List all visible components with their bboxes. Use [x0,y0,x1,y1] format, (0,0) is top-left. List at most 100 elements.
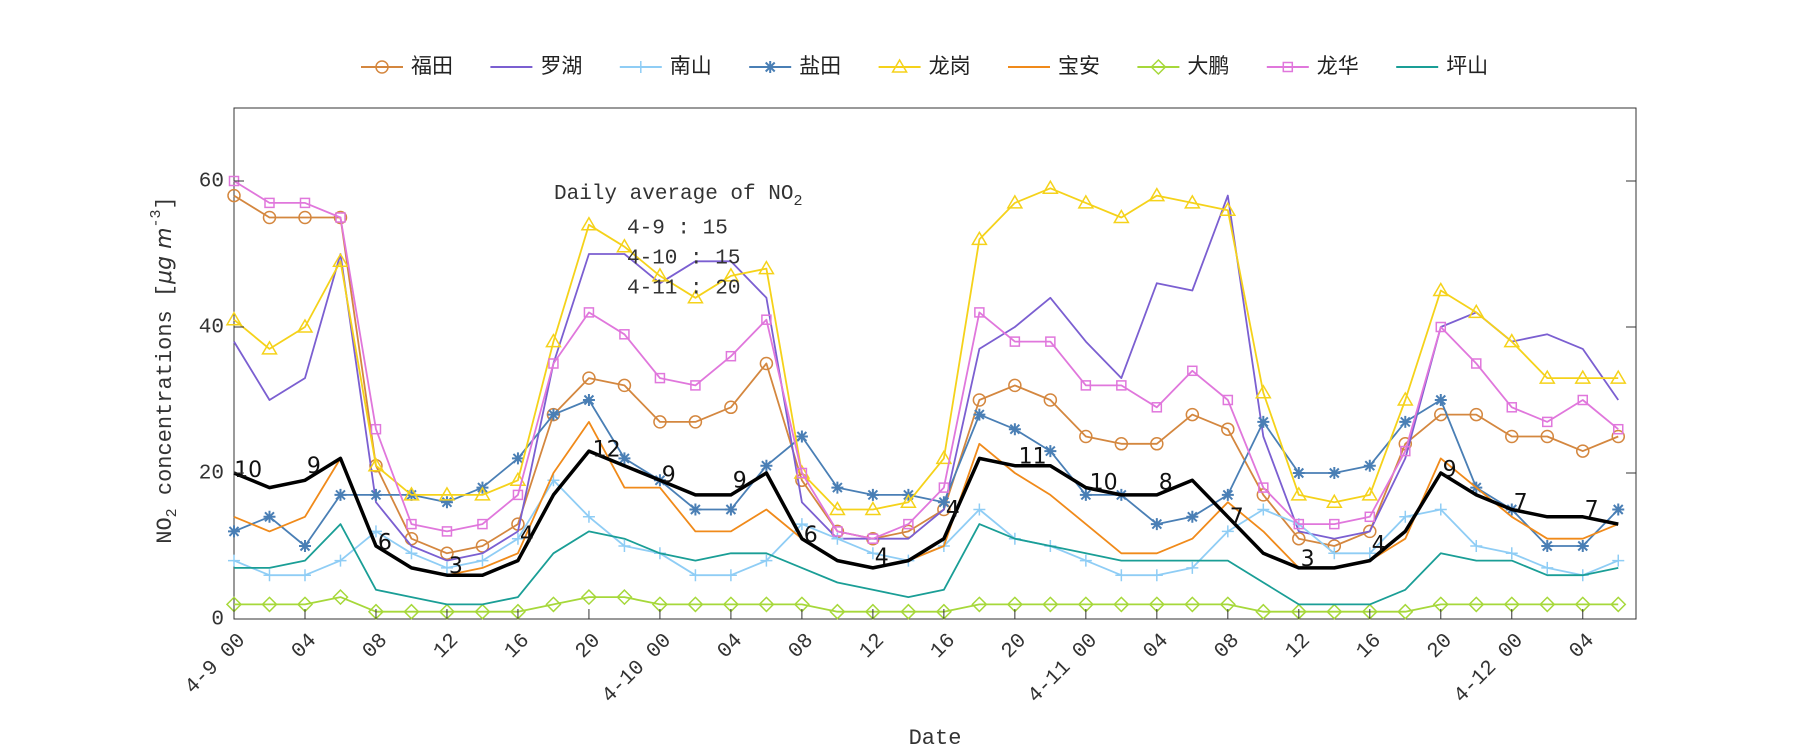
marker [511,532,524,545]
marker [1325,493,1343,508]
marker [1470,540,1483,552]
average-label: 4 [520,523,534,548]
marker [1255,384,1272,399]
marker [1399,415,1412,428]
plot-area: 10 9 6 3 4 12 9 9 6 4 4 11 10 8 7 3 4 9 7 7 [225,175,1627,620]
marker [440,496,453,509]
average-label: 9 [662,463,676,488]
y-label-part: NO [153,517,178,543]
marker [689,569,702,582]
marker [298,540,311,552]
series-line [233,180,1619,540]
marker [616,238,633,253]
marker [938,482,950,493]
average-label: 3 [1301,547,1315,572]
marker [1222,394,1234,406]
marker [406,518,417,530]
marker [760,554,773,567]
marker [332,589,349,606]
marker [369,525,382,538]
y-label-part: μg m [152,227,177,284]
marker [1042,179,1059,195]
marker [617,378,632,393]
text-box-title-main: Daily average of NO [554,183,793,206]
average-label: 7 [1230,505,1244,530]
marker [796,467,808,479]
marker [1113,209,1130,224]
marker [1467,303,1485,319]
marker [228,554,240,567]
series-line [233,194,1619,562]
marker [440,546,454,561]
marker [476,554,489,567]
legend-label: 盐田 [799,54,841,78]
marker [1505,547,1518,560]
x-tick-label: 08 [359,630,393,664]
marker [1363,459,1376,472]
marker [1148,187,1166,202]
marker [583,307,595,318]
marker [832,526,843,537]
marker [1009,336,1021,347]
marker [1185,407,1200,422]
marker [1282,61,1294,73]
marker [901,524,916,539]
marker [334,488,347,501]
marker [900,493,917,508]
marker [440,561,453,574]
marker [1400,445,1411,457]
marker [1079,429,1093,444]
marker [1257,415,1270,428]
marker [724,569,737,582]
marker [1434,394,1447,406]
x-tick-label: 04 [714,630,748,664]
marker [1292,531,1306,546]
marker [512,489,524,501]
average-label: 4 [1372,532,1386,557]
text-box-title: Daily average of NO2 [554,183,802,210]
marker [616,589,633,606]
marker [1610,596,1627,613]
marker [333,210,348,225]
marker [370,423,382,435]
average-label: 7 [1585,498,1599,523]
marker [1434,503,1447,516]
marker [1184,194,1201,209]
average-label: 10 [1090,470,1118,495]
marker [332,252,349,268]
marker [1328,547,1341,560]
marker [1538,369,1556,384]
marker [687,596,704,613]
marker [1609,369,1627,384]
legend-label: 罗湖 [540,54,582,78]
x-tick-label: 12 [430,630,464,664]
marker [1292,467,1305,479]
marker [725,350,737,362]
marker [1077,194,1095,209]
x-tick-label: 20 [998,630,1032,664]
legend-label: 福田 [411,54,453,78]
marker [653,415,667,429]
marker [864,501,882,516]
marker [1045,336,1056,347]
marker [1293,518,1305,530]
marker [619,329,630,340]
marker [689,503,702,516]
marker [1257,503,1270,516]
marker [1258,482,1269,493]
marker [758,260,775,275]
marker [764,61,777,73]
average-label: 4 [946,498,960,523]
average-label: 12 [593,437,621,462]
marker [335,212,346,223]
marker [687,289,704,304]
marker [724,503,737,516]
marker [228,525,240,538]
average-label: 3 [449,554,463,579]
legend-label: 坪山 [1446,54,1488,78]
series-line [234,596,1619,613]
marker [263,569,276,582]
marker [1113,596,1130,613]
marker [1328,467,1341,479]
